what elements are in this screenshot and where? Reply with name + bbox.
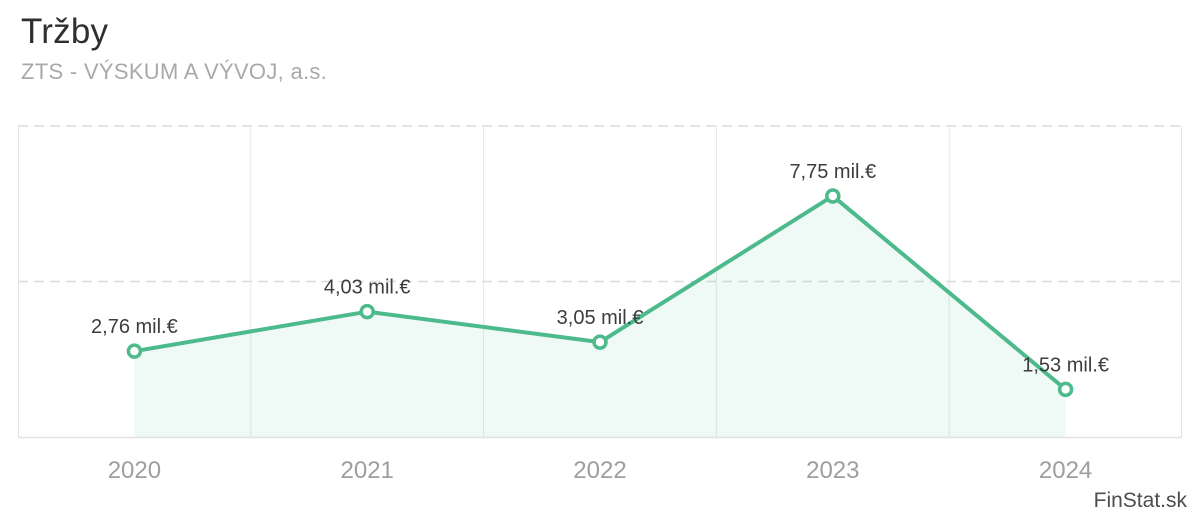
data-point-2020[interactable] — [126, 343, 143, 359]
x-axis-label-2021: 2021 — [341, 457, 394, 484]
x-axis-label-2020: 2020 — [108, 457, 161, 484]
data-label-2021: 4,03 mil.€ — [324, 277, 411, 299]
data-label-2023: 7,75 mil.€ — [789, 161, 876, 183]
data-label-2024: 1,53 mil.€ — [1022, 354, 1109, 376]
chart-header: Tržby ZTS - VÝSKUM A VÝVOJ, a.s. — [21, 12, 327, 85]
data-label-2022: 3,05 mil.€ — [557, 307, 644, 329]
chart-title: Tržby — [21, 12, 109, 51]
series-area-fill — [134, 195, 1066, 437]
data-point-2023[interactable] — [825, 188, 841, 204]
data-point-2024[interactable] — [1057, 381, 1074, 398]
data-point-2021[interactable] — [359, 303, 375, 320]
data-label-2020: 2,76 mil.€ — [91, 316, 178, 338]
x-axis-label-2022: 2022 — [573, 457, 626, 484]
finstat-watermark-link[interactable]: FinStat.sk — [1093, 489, 1187, 512]
x-axis-label-2023: 2023 — [806, 457, 859, 484]
chart-subtitle: ZTS - VÝSKUM A VÝVOJ, a.s. — [21, 59, 328, 84]
x-axis-label-2024: 2024 — [1039, 457, 1092, 484]
data-point-2022[interactable] — [592, 334, 608, 350]
